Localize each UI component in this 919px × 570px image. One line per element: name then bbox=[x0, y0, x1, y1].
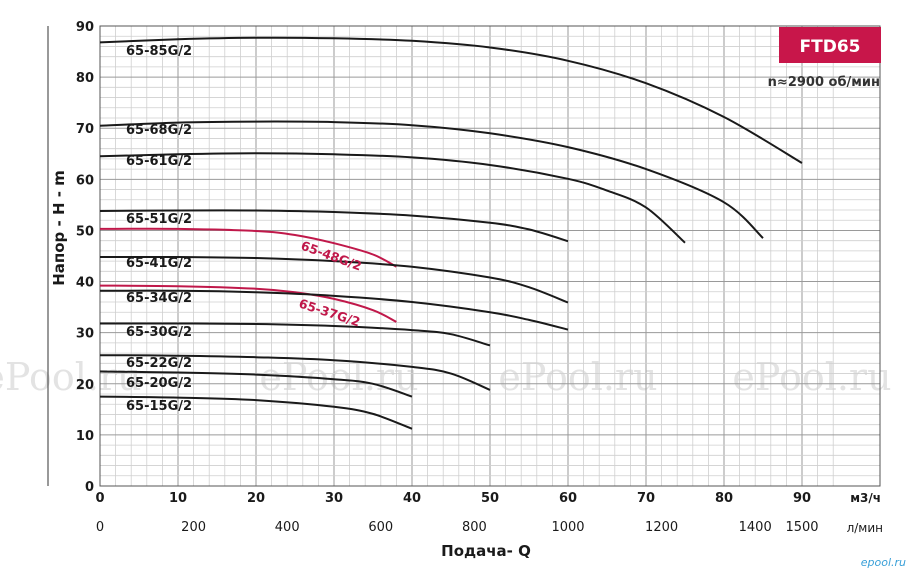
x2-tick-label: 0 bbox=[96, 520, 104, 535]
x2-tick-label: 1500 bbox=[785, 520, 818, 535]
curve-65-22G-2 bbox=[99, 354, 491, 391]
x2-tick-label: 1000 bbox=[551, 520, 584, 535]
y-tick-label: 10 bbox=[76, 429, 94, 444]
curve-65-85G-2 bbox=[99, 36, 803, 164]
y-tick-label: 80 bbox=[76, 71, 94, 86]
curve-65-34G-2 bbox=[99, 289, 569, 331]
curve-label: 65-41G/2 bbox=[126, 256, 192, 271]
model-badge bbox=[779, 27, 881, 63]
curve-65-15G-2 bbox=[99, 395, 413, 430]
x-axis-unit: м3/ч bbox=[850, 491, 881, 505]
x-tick-label: 30 bbox=[325, 491, 343, 506]
y-tick-label: 20 bbox=[76, 378, 94, 393]
y-tick-label: 40 bbox=[76, 276, 94, 291]
x-tick-label: 10 bbox=[169, 491, 187, 506]
curve-label: 65-51G/2 bbox=[126, 212, 192, 227]
x2-tick-label: 200 bbox=[181, 520, 206, 535]
y-tick-label: 50 bbox=[76, 224, 94, 239]
curve-label: 65-30G/2 bbox=[126, 325, 192, 340]
curve-label: 65-85G/2 bbox=[126, 44, 192, 59]
x-tick-label: 40 bbox=[403, 491, 421, 506]
axis-ticks: 0 10 20 30 40 50 60 70 80 90 0 10 20 30 40 50 60 70 80 90 0 2… bbox=[76, 20, 819, 535]
y-tick-label: 90 bbox=[76, 20, 94, 35]
x-tick-label: 70 bbox=[637, 491, 655, 506]
curve-label: 65-22G/2 bbox=[126, 356, 192, 371]
curve-label: 65-20G/2 bbox=[126, 376, 192, 391]
x2-tick-label: 400 bbox=[275, 520, 300, 535]
grid bbox=[99, 25, 880, 487]
x-tick-label: 80 bbox=[715, 491, 733, 506]
curve-label: 65-15G/2 bbox=[126, 399, 192, 414]
curve-65-51G-2 bbox=[99, 209, 569, 243]
x2-tick-label: 800 bbox=[462, 520, 487, 535]
x2-tick-label: 1200 bbox=[645, 520, 678, 535]
model-badge-label: FTD65 bbox=[800, 37, 861, 57]
watermark-4: ePool.ru bbox=[732, 355, 891, 399]
curve-65-41G-2 bbox=[99, 255, 569, 304]
curve-65-61G-2 bbox=[99, 152, 686, 244]
watermark-3: ePool.ru bbox=[498, 355, 657, 399]
x2-tick-label: 1400 bbox=[739, 520, 772, 535]
curve-label: 65-61G/2 bbox=[126, 154, 192, 169]
x-tick-label: 60 bbox=[559, 491, 577, 506]
x-tick-label: 90 bbox=[793, 491, 811, 506]
y-tick-label: 30 bbox=[76, 327, 94, 342]
site-logo: epool.ru bbox=[861, 556, 906, 569]
curve-label: 65-34G/2 bbox=[126, 291, 192, 306]
x-tick-label: 50 bbox=[481, 491, 499, 506]
curves bbox=[99, 36, 803, 430]
curve-65-37G-2 bbox=[99, 284, 397, 323]
x-tick-label: 20 bbox=[247, 491, 265, 506]
watermark-1: ePool.ru bbox=[0, 355, 142, 399]
y-axis-title: Напор - H - m bbox=[50, 170, 68, 286]
curve-label: 65-68G/2 bbox=[126, 123, 192, 138]
curve-65-30G-2 bbox=[99, 322, 491, 347]
x2-tick-label: 600 bbox=[368, 520, 393, 535]
curve-65-48G-2 bbox=[99, 227, 397, 268]
x2-axis-unit: л/мин bbox=[847, 521, 883, 535]
x-tick-label: 0 bbox=[95, 491, 104, 506]
x-axis-title: Подача- Q bbox=[441, 542, 531, 560]
y-tick-label: 0 bbox=[85, 480, 94, 495]
y-tick-label: 60 bbox=[76, 173, 94, 188]
curve-65-68G-2 bbox=[99, 120, 764, 239]
speed-note: n≈2900 об/мин bbox=[768, 75, 880, 90]
y-tick-label: 70 bbox=[76, 122, 94, 137]
curve-65-20G-2 bbox=[99, 370, 413, 398]
